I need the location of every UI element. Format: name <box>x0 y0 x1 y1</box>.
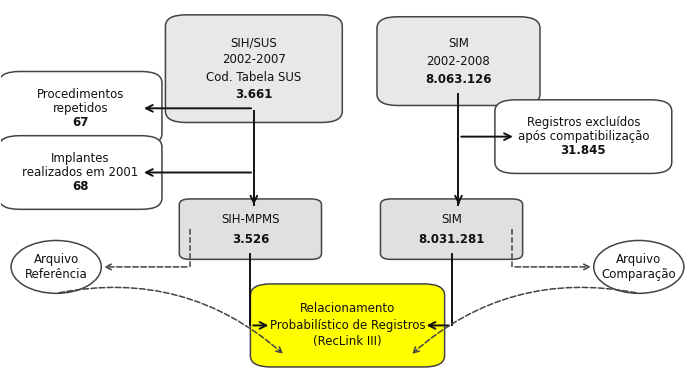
Text: Arquivo
Comparação: Arquivo Comparação <box>601 253 676 281</box>
FancyBboxPatch shape <box>377 17 540 105</box>
Text: SIM: SIM <box>441 213 462 226</box>
Text: (RecLink III): (RecLink III) <box>313 335 382 348</box>
Text: 68: 68 <box>72 180 89 193</box>
Text: 8.063.126: 8.063.126 <box>425 73 492 86</box>
Text: Registros excluídos: Registros excluídos <box>527 116 640 129</box>
FancyBboxPatch shape <box>165 15 343 122</box>
FancyBboxPatch shape <box>0 72 162 145</box>
Text: Procedimentos: Procedimentos <box>37 88 124 101</box>
FancyBboxPatch shape <box>495 100 672 174</box>
Text: SIH-MPMS: SIH-MPMS <box>221 213 279 226</box>
Text: SIM: SIM <box>448 36 469 50</box>
FancyBboxPatch shape <box>250 284 445 367</box>
Text: Probabilístico de Registros: Probabilístico de Registros <box>270 319 425 332</box>
Text: Cod. Tabela SUS: Cod. Tabela SUS <box>206 71 302 84</box>
Text: 2002-2008: 2002-2008 <box>427 55 491 67</box>
Ellipse shape <box>594 241 684 293</box>
Text: 3.526: 3.526 <box>231 233 269 246</box>
Text: 3.661: 3.661 <box>235 88 272 101</box>
Text: realizados em 2001: realizados em 2001 <box>22 166 138 179</box>
Text: repetidos: repetidos <box>53 102 108 115</box>
Text: SIH/SUS: SIH/SUS <box>231 36 277 49</box>
Text: 2002-2007: 2002-2007 <box>222 53 286 66</box>
FancyBboxPatch shape <box>179 199 322 259</box>
Text: 67: 67 <box>72 116 89 129</box>
Text: Arquivo
Referência: Arquivo Referência <box>25 253 88 281</box>
Text: 31.845: 31.845 <box>560 144 606 157</box>
Text: Implantes: Implantes <box>51 152 110 165</box>
Text: Relacionamento: Relacionamento <box>300 302 395 315</box>
Ellipse shape <box>11 241 101 293</box>
Text: 8.031.281: 8.031.281 <box>418 233 484 246</box>
Text: após compatibilização: após compatibilização <box>518 130 649 143</box>
FancyBboxPatch shape <box>0 136 162 209</box>
FancyBboxPatch shape <box>380 199 523 259</box>
